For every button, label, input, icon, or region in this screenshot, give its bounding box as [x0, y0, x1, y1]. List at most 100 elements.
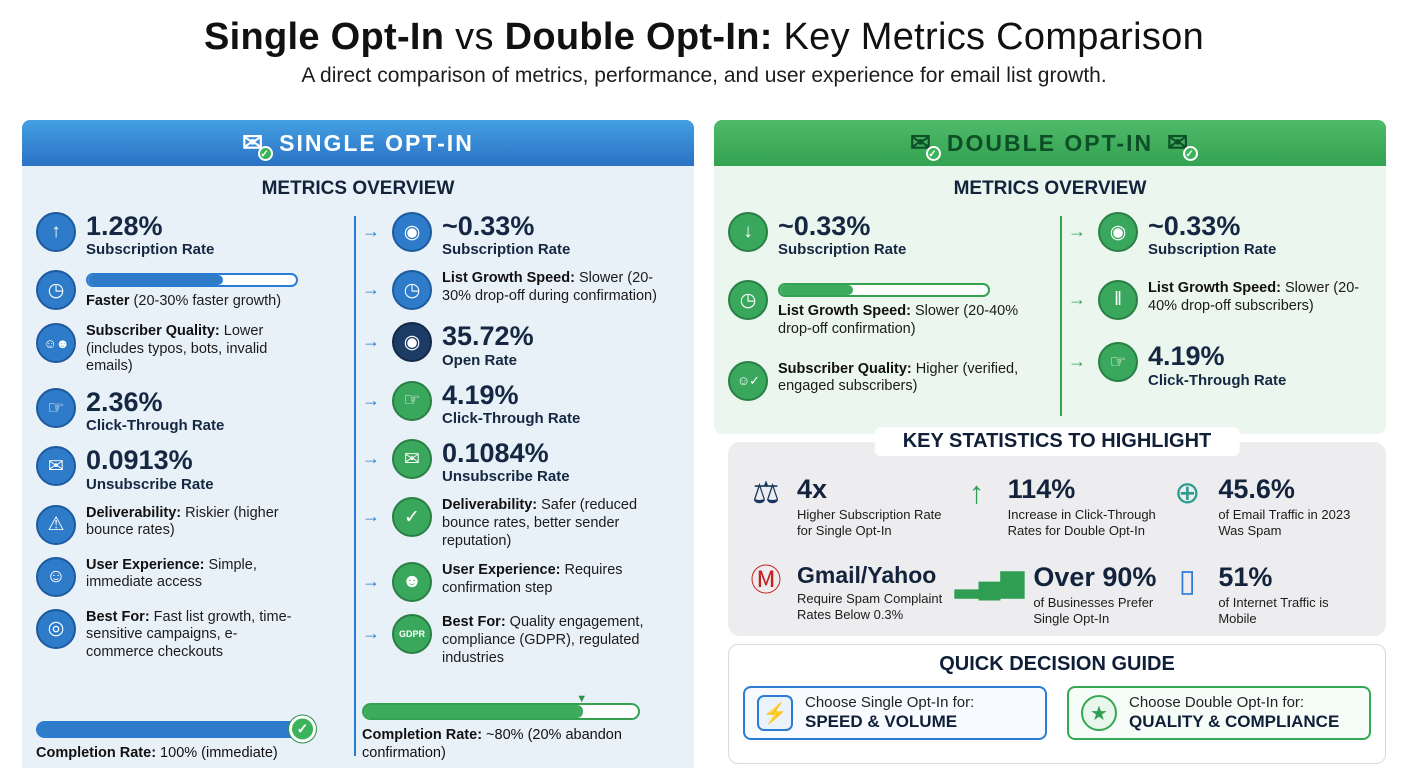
target-icon: ◎ [36, 608, 76, 649]
page-header: Single Opt-In vs Double Opt-In: Key Metr… [0, 0, 1408, 88]
eye-icon: ◉ [392, 212, 432, 252]
arrow-right-icon: → [362, 389, 380, 410]
metric-item: ↑ 1.28% Subscription Rate [36, 212, 352, 258]
metric-label: Open Rate [442, 351, 518, 369]
envelope-icon: ✉ [36, 446, 76, 487]
shield-m-icon: Ⓜ [750, 563, 782, 599]
arrow-right-icon: → [362, 571, 380, 592]
single-panel-header: ✉ ✓ SINGLE OPT-IN [22, 120, 694, 166]
metric-text: List Growth Speed: Slower (20-30% drop-o… [442, 270, 657, 305]
completion-rate-single: ✓ Completion Rate: 100% (immediate) [36, 715, 352, 762]
metric-item: → ☻ User Experience: Requires confirmati… [362, 562, 680, 603]
metric-value: ~0.33% [778, 211, 871, 241]
check-badge-icon: ✓ [925, 145, 941, 161]
metric-item: ◷ Faster (20-30% faster growth) [36, 270, 352, 311]
double-left-metrics: ↓ ~0.33% Subscription Rate ◷ List Growth… [728, 212, 1058, 401]
metric-item: ☺ User Experience: Simple, immediate acc… [36, 556, 352, 597]
metric-value: 4.19% [1148, 341, 1225, 372]
stat-value: 45.6% [1218, 474, 1295, 504]
metric-label: Click-Through Rate [86, 417, 225, 435]
metric-item: → ‖ List Growth Speed: Slower (20-40% dr… [1068, 280, 1372, 321]
metric-item: ◎ Best For: Fast list growth, time-sensi… [36, 608, 352, 662]
smiley-icon: ☺ [36, 556, 76, 597]
page-subtitle: A direct comparison of metrics, performa… [301, 64, 1107, 87]
metric-value: 0.1084% [442, 438, 549, 469]
clock-icon: ◷ [392, 270, 432, 311]
single-opt-in-decision-card: ⚡ Choose Single Opt-In for: SPEED & VOLU… [743, 686, 1047, 740]
arrow-right-icon: → [362, 448, 380, 469]
cursor-icon: ☞ [392, 380, 432, 421]
double-panel-header: ✉ ✓ DOUBLE OPT-IN ✉ ✓ [714, 120, 1386, 166]
metric-text: Deliverability: Riskier (higher bounce r… [86, 504, 279, 539]
double-opt-in-panel: ✉ ✓ DOUBLE OPT-IN ✉ ✓ METRICS OVERVIEW ↓ ~… [714, 120, 1386, 434]
eye-icon: ◉ [1098, 212, 1138, 252]
metric-text: Deliverability: Safer (reduced bounce ra… [442, 497, 638, 549]
stat-text: of Email Traffic in 2023 Was Spam [1218, 507, 1351, 538]
warning-icon: ⚠ [36, 504, 76, 545]
clock-icon: ◷ [36, 270, 76, 311]
key-statistics-box: KEY STATISTICS TO HIGHLIGHT ⚖ 4x Higher … [728, 427, 1386, 636]
completion-progress-bar: ▼ [362, 693, 640, 721]
metric-item: → ✓ Deliverability: Safer (reduced bounc… [362, 497, 680, 550]
stat-value: 51% [1218, 562, 1273, 593]
metric-value: 2.36% [86, 387, 163, 418]
arrow-down-icon: ↓ [728, 212, 768, 252]
double-right-metrics: → ◉ ~0.33% Subscription Rate → ‖ List Gr… [1068, 212, 1372, 389]
globe-icon: ⊕ [1174, 475, 1201, 510]
envelope-check-icon: ✉ ✓ [910, 130, 941, 161]
single-left-metrics: ↑ 1.28% Subscription Rate ◷ Faster (20-3… [36, 212, 352, 662]
completion-progress-bar: ✓ [36, 715, 316, 743]
metric-item: ✉ 0.0913% Unsubscribe Rate [36, 446, 352, 493]
single-right-metrics: → ◉ ~0.33% Subscription Rate → ◷ List Gr… [362, 212, 680, 668]
check-icon: ✓ [289, 715, 316, 743]
arrow-right-icon: → [362, 221, 380, 241]
metric-text: Subscriber Quality: Lower (includes typo… [86, 323, 268, 375]
arrow-right-icon: → [1068, 221, 1086, 241]
award-icon: ★ [1081, 695, 1117, 731]
metric-item: ↓ ~0.33% Subscription Rate [728, 212, 1058, 258]
metric-label: Unsubscribe Rate [442, 468, 570, 486]
chart-icon: ▂▄▆ [954, 563, 1025, 599]
metric-value: ~0.33% [1148, 211, 1241, 241]
envelope-check-icon: ✉ ✓ [242, 130, 274, 161]
metric-text: Best For: Quality engagement, compliance… [442, 614, 644, 666]
arrow-up-icon: ↑ [36, 212, 76, 252]
arrow-right-icon: → [1068, 351, 1086, 372]
arrow-right-icon: → [362, 623, 380, 644]
phone-icon: ▯ [1178, 563, 1196, 599]
envelope-check-icon: ✉ ✓ [1167, 130, 1199, 161]
arrow-right-icon: → [362, 279, 380, 300]
clock-icon: ◷ [728, 280, 768, 321]
arrow-right-icon: → [1068, 289, 1086, 310]
stat-item: ▯ 51% of Internet Traffic is Mobile [1165, 564, 1370, 626]
metric-label: Subscription Rate [778, 241, 907, 259]
metric-text: User Experience: Simple, immediate acces… [86, 556, 257, 591]
single-opt-in-panel: ✉ ✓ SINGLE OPT-IN METRICS OVERVIEW ↑ 1.28… [22, 120, 694, 768]
metric-text: User Experience: Requires confirmation s… [442, 562, 623, 597]
metric-label: Subscription Rate [86, 241, 215, 259]
double-opt-in-decision-card: ★ Choose Double Opt-In for: QUALITY & CO… [1067, 686, 1371, 740]
metric-item: → ◉ ~0.33% Subscription Rate [362, 212, 680, 259]
stat-text: of Businesses Prefer Single Opt-In [1033, 595, 1154, 626]
metric-text: List Growth Speed: Slower (20-40% drop-o… [1148, 280, 1360, 315]
metrics-overview-title: METRICS OVERVIEW [261, 178, 455, 199]
progress-bar [86, 273, 298, 288]
metric-label: Subscription Rate [1148, 241, 1277, 259]
metric-value: 35.72% [442, 321, 534, 352]
quick-decision-guide: QUICK DECISION GUIDE ⚡ Choose Single Opt… [728, 644, 1386, 764]
metric-item: → GDPR Best For: Quality engagement, com… [362, 614, 680, 667]
cursor-icon: ☞ [1098, 342, 1138, 383]
metrics-overview-title: METRICS OVERVIEW [953, 178, 1147, 199]
stat-text: Require Spam Complaint Rates Below 0.3% [797, 591, 943, 622]
column-divider [1060, 216, 1062, 416]
metric-item: → ✉ 0.1084% Unsubscribe Rate [362, 438, 680, 486]
key-statistics-title: KEY STATISTICS TO HIGHLIGHT [874, 427, 1240, 456]
panel-title: SINGLE OPT-IN [279, 129, 474, 156]
metric-label: Click-Through Rate [1148, 371, 1287, 389]
arrow-right-icon: → [362, 331, 380, 352]
metric-item: ☞ 2.36% Click-Through Rate [36, 388, 352, 434]
arrow-up-pct-icon: ↑ [968, 475, 985, 510]
metric-item: ◷ List Growth Speed: Slower (20-40% drop… [728, 280, 1058, 338]
panel-title: DOUBLE OPT-IN [946, 129, 1154, 156]
stat-item: ⊕ 45.6% of Email Traffic in 2023 Was Spa… [1165, 474, 1370, 538]
